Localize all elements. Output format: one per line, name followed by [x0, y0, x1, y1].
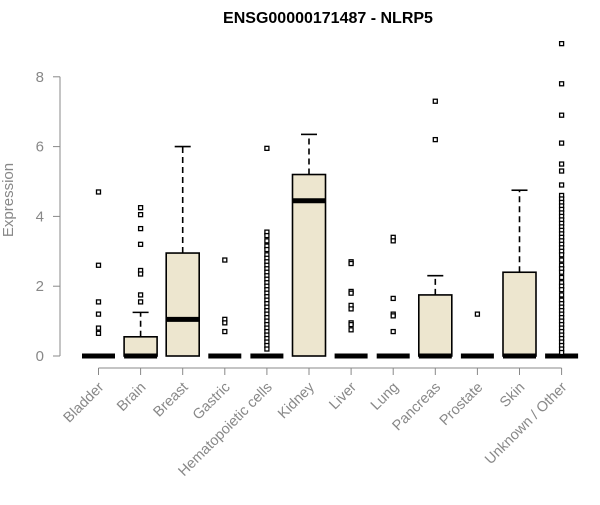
y-tick-label: 2 [36, 278, 44, 295]
outlier-point [264, 238, 270, 244]
outlier-point [95, 330, 102, 336]
outlier-point [137, 292, 144, 298]
outlier-point [137, 205, 144, 211]
outlier-point [348, 290, 354, 296]
outlier-point [390, 238, 396, 244]
outlier-point [558, 292, 565, 298]
outlier-point [474, 311, 481, 317]
box-group [502, 189, 537, 359]
outlier-point [348, 321, 354, 328]
box [165, 252, 200, 357]
y-axis: 0 2 4 6 8 [36, 69, 61, 365]
outlier-point [558, 81, 565, 87]
outlier-point [137, 271, 144, 277]
box-group [334, 259, 368, 359]
outlier-point [95, 299, 102, 305]
outlier-point [95, 325, 102, 331]
box-group [250, 145, 284, 359]
outlier-point [222, 328, 228, 335]
outlier-point [264, 346, 270, 352]
box-group [82, 189, 115, 359]
box-group [545, 40, 579, 359]
outlier-point [264, 246, 270, 253]
outlier-point [390, 313, 396, 319]
box-group [208, 257, 242, 359]
outlier-point [137, 241, 144, 247]
outlier-point [558, 252, 565, 258]
x-tick-label: Skin [497, 380, 528, 411]
box-group [123, 205, 158, 359]
outlier-point [432, 98, 438, 104]
plot-area [82, 40, 579, 359]
outlier-point [137, 212, 144, 218]
outlier-point [137, 299, 144, 305]
box-group [460, 311, 494, 359]
chart-title: ENSG00000171487 - NLRP5 [223, 10, 433, 27]
box-group [417, 98, 453, 359]
x-tick-label: Kidney [275, 379, 318, 422]
box-group [376, 234, 410, 359]
outlier-point [137, 225, 144, 232]
outlier-point [348, 260, 354, 267]
box [291, 173, 327, 357]
outlier-point [264, 145, 270, 151]
outlier-point [558, 257, 565, 263]
outlier-point [558, 140, 565, 146]
outlier-point [558, 40, 565, 47]
y-tick-label: 8 [36, 69, 44, 86]
x-tick-label: Liver [326, 379, 360, 413]
outlier-point [95, 189, 102, 195]
x-tick-label: Lung [368, 380, 402, 414]
outlier-point [558, 269, 565, 275]
outlier-point [348, 327, 354, 333]
outlier-point [222, 257, 228, 263]
outlier-point [558, 182, 565, 188]
box [417, 294, 453, 357]
box-group [165, 145, 200, 357]
outlier-point [558, 168, 565, 174]
outlier-point [95, 262, 102, 268]
outlier-point [390, 295, 396, 302]
outlier-point [558, 112, 565, 118]
x-tick-label: Bladder [61, 379, 108, 426]
box-group [291, 133, 327, 357]
box [502, 271, 537, 357]
outlier-point [95, 311, 102, 317]
y-axis-label: Expression [0, 163, 17, 237]
outlier-point [558, 349, 565, 356]
outlier-point [264, 232, 270, 239]
y-tick-label: 4 [36, 208, 44, 225]
outlier-point [432, 136, 438, 143]
x-tick-label: Prostate [437, 380, 486, 429]
outlier-point [390, 328, 396, 335]
outlier-point [348, 306, 354, 312]
x-tick-label: Brain [114, 380, 149, 415]
y-tick-label: 6 [36, 139, 44, 156]
outlier-point [222, 320, 228, 326]
y-tick-label: 0 [36, 348, 44, 365]
x-tick-label: Breast [151, 380, 192, 421]
outlier-point [558, 161, 565, 167]
outlier-point [558, 287, 565, 293]
box [123, 336, 158, 357]
outlier-point [558, 274, 565, 281]
